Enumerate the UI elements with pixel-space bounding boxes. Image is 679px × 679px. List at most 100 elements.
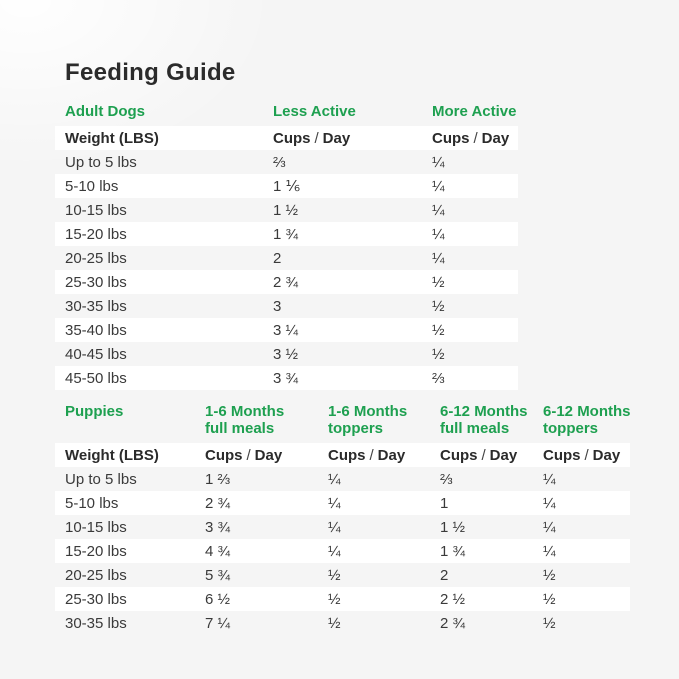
less-active-cell: 2 ¾ [273, 273, 299, 291]
weight-cell: 30-35 lbs [65, 297, 127, 315]
table-row: Up to 5 lbs 1 ⅔ ¼ ⅔ ¼ [55, 467, 630, 491]
more-active-cell: ¼ [432, 225, 445, 243]
column-header-line1: 6-12 Months [543, 403, 630, 420]
table-row: 30-35 lbs 3 ½ [55, 294, 518, 318]
less-active-cell: 3 [273, 297, 282, 315]
table-row: 40-45 lbs 3 ½ ½ [55, 342, 518, 366]
table-row: 30-35 lbs 7 ¼ ½ 2 ¾ ½ [55, 611, 630, 635]
column-header-6-12-toppers: 6-12 Months toppers [543, 403, 630, 437]
adult-dogs-table: Adult Dogs Less Active More Active Weigh… [55, 103, 518, 390]
cups-per-day-header: Cups / Day [440, 447, 543, 464]
cups-label: Cups [440, 446, 478, 464]
weight-cell: 40-45 lbs [65, 345, 127, 363]
table-row: 10-15 lbs 3 ¾ ¼ 1 ½ ¼ [55, 515, 630, 539]
column-header-line1: 6-12 Months [440, 403, 528, 420]
section-label-adult-dogs: Adult Dogs [65, 103, 145, 120]
full-meals-6-12-cell: 2 ¾ [440, 614, 466, 632]
weight-cell: 5-10 lbs [65, 494, 119, 512]
weight-cell: 35-40 lbs [65, 321, 127, 339]
less-active-cell: 3 ¼ [273, 321, 299, 339]
weight-cell: 10-15 lbs [65, 518, 127, 536]
column-header-line1: 1-6 Months [205, 403, 285, 420]
full-meals-1-6-cell: 2 ¾ [205, 494, 231, 512]
less-active-cell: 2 [273, 249, 282, 267]
day-label: Day [481, 129, 510, 147]
full-meals-6-12-cell: 2 ½ [440, 590, 466, 608]
more-active-cell: ⅔ [432, 369, 445, 387]
more-active-cell: ½ [432, 321, 445, 339]
day-label: Day [322, 129, 351, 147]
day-label: Day [489, 446, 518, 464]
weight-cell: 20-25 lbs [65, 566, 127, 584]
table-row: 15-20 lbs 1 ¾ ¼ [55, 222, 518, 246]
table-row: 35-40 lbs 3 ¼ ½ [55, 318, 518, 342]
toppers-1-6-cell: ¼ [328, 518, 341, 536]
slash-separator: / [314, 129, 319, 147]
more-active-cell: ½ [432, 273, 445, 291]
table-row: 15-20 lbs 4 ¾ ¼ 1 ¾ ¼ [55, 539, 630, 563]
slash-separator: / [473, 129, 478, 147]
column-header-line2: full meals [205, 420, 275, 437]
table-row: 25-30 lbs 2 ¾ ½ [55, 270, 518, 294]
weight-cell: 15-20 lbs [65, 542, 127, 560]
more-active-cell: ½ [432, 297, 445, 315]
toppers-6-12-cell: ½ [543, 614, 556, 632]
less-active-cell: ⅔ [273, 153, 286, 171]
toppers-1-6-cell: ¼ [328, 494, 341, 512]
cups-label: Cups [273, 129, 311, 147]
weight-header: Weight (LBS) [65, 446, 159, 464]
day-label: Day [592, 446, 621, 464]
more-active-cell: ¼ [432, 177, 445, 195]
weight-cell: 30-35 lbs [65, 614, 127, 632]
less-active-cell: 1 ⅙ [273, 178, 301, 195]
toppers-1-6-cell: ½ [328, 590, 341, 608]
adult-dogs-table-body: Up to 5 lbs ⅔ ¼ 5-10 lbs 1 ⅙ ¼ 10-15 lbs… [55, 150, 518, 390]
cups-label: Cups [543, 446, 581, 464]
cups-per-day-header: Cups / Day [205, 447, 328, 464]
column-header-1-6-full-meals: 1-6 Months full meals [205, 403, 328, 437]
full-meals-1-6-cell: 6 ½ [205, 590, 231, 608]
toppers-6-12-cell: ¼ [543, 494, 556, 512]
section-label-puppies: Puppies [65, 403, 124, 420]
table-row: 25-30 lbs 6 ½ ½ 2 ½ ½ [55, 587, 630, 611]
full-meals-6-12-cell: ⅔ [440, 470, 453, 488]
table-row: Up to 5 lbs ⅔ ¼ [55, 150, 518, 174]
more-active-cell: ¼ [432, 249, 445, 267]
toppers-6-12-cell: ½ [543, 566, 556, 584]
table-row: 5-10 lbs 2 ¾ ¼ 1 ¼ [55, 491, 630, 515]
weight-cell: 15-20 lbs [65, 225, 127, 243]
column-header-more-active: More Active [432, 103, 517, 120]
weight-cell: Up to 5 lbs [65, 470, 137, 488]
weight-cell: 10-15 lbs [65, 201, 127, 219]
puppies-table-body: Up to 5 lbs 1 ⅔ ¼ ⅔ ¼ 5-10 lbs 2 ¾ ¼ 1 ¼… [55, 467, 630, 635]
puppies-table-head: Weight (LBS) Cups / Day Cups / Day Cups / Day … [55, 443, 630, 467]
table-row: 45-50 lbs 3 ¾ ⅔ [55, 366, 518, 390]
full-meals-1-6-cell: 3 ¾ [205, 518, 231, 536]
full-meals-6-12-cell: 1 ½ [440, 518, 466, 536]
toppers-1-6-cell: ½ [328, 614, 341, 632]
less-active-cell: 3 ¾ [273, 369, 299, 387]
day-label: Day [377, 446, 406, 464]
weight-cell: 20-25 lbs [65, 249, 127, 267]
weight-header: Weight (LBS) [65, 129, 159, 147]
cups-label: Cups [432, 129, 470, 147]
cups-per-day-header: Cups / Day [432, 130, 518, 147]
toppers-1-6-cell: ¼ [328, 470, 341, 488]
puppies-section-header: Puppies 1-6 Months full meals 1-6 Months… [55, 403, 630, 437]
more-active-cell: ½ [432, 345, 445, 363]
column-header-line2: toppers [328, 420, 384, 437]
cups-label: Cups [328, 446, 366, 464]
toppers-6-12-cell: ¼ [543, 470, 556, 488]
cups-label: Cups [205, 446, 243, 464]
weight-cell: Up to 5 lbs [65, 153, 137, 171]
slash-separator: / [369, 446, 374, 464]
more-active-cell: ¼ [432, 153, 445, 171]
puppies-table: Puppies 1-6 Months full meals 1-6 Months… [55, 403, 630, 635]
slash-separator: / [584, 446, 589, 464]
table-row: 10-15 lbs 1 ½ ¼ [55, 198, 518, 222]
full-meals-6-12-cell: 1 [440, 494, 449, 512]
full-meals-6-12-cell: 2 [440, 566, 449, 584]
slash-separator: / [246, 446, 251, 464]
less-active-cell: 1 ½ [273, 201, 299, 219]
column-header-line2: toppers [543, 420, 599, 437]
